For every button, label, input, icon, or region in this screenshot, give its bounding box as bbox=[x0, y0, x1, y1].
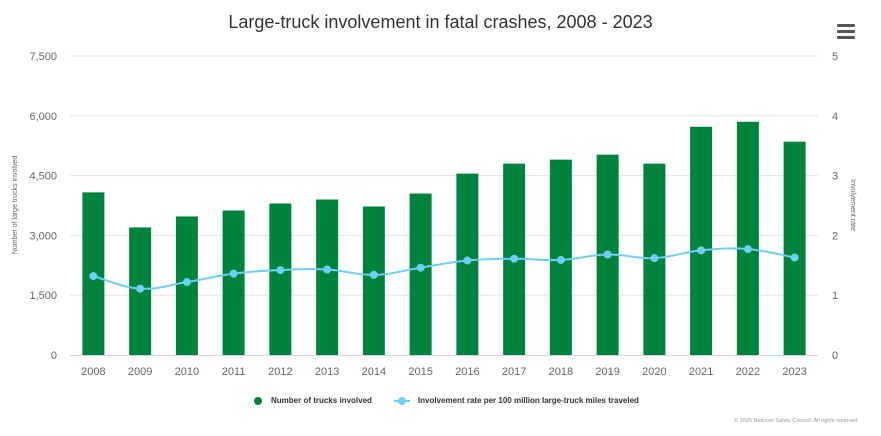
x-tick-label: 2011 bbox=[222, 366, 246, 378]
y2-tick-label: 0 bbox=[832, 350, 838, 362]
y2-tick-label: 4 bbox=[832, 111, 838, 123]
x-tick-label: 2013 bbox=[315, 366, 339, 378]
rate-point bbox=[603, 250, 612, 259]
x-tick-label: 2019 bbox=[595, 366, 619, 378]
y-tick-label: 7,500 bbox=[29, 51, 57, 63]
rate-point bbox=[463, 256, 472, 265]
x-tick-label: 2008 bbox=[81, 366, 105, 378]
y2-tick-label: 3 bbox=[832, 171, 838, 183]
rate-point bbox=[323, 265, 332, 274]
x-tick-label: 2016 bbox=[455, 366, 479, 378]
x-tick-label: 2012 bbox=[268, 366, 292, 378]
rate-point bbox=[182, 278, 191, 287]
rate-point bbox=[89, 272, 98, 281]
y-tick-label: 6,000 bbox=[29, 111, 57, 123]
rate-point bbox=[136, 284, 145, 293]
rate-point bbox=[697, 246, 706, 255]
x-tick-label: 2015 bbox=[408, 366, 432, 378]
legend-item-rate[interactable]: Involvement rate per 100 million large-t… bbox=[393, 396, 639, 405]
rate-line bbox=[93, 247, 795, 290]
x-tick-label: 2018 bbox=[549, 366, 573, 378]
bar bbox=[409, 193, 432, 355]
x-tick-label: 2014 bbox=[362, 366, 386, 378]
rate-point bbox=[743, 245, 752, 254]
bar bbox=[269, 203, 292, 355]
rate-point bbox=[556, 255, 565, 264]
y-tick-label: 0 bbox=[51, 350, 57, 362]
x-tick-label: 2022 bbox=[736, 366, 760, 378]
legend: Number of trucks involved Involvement ra… bbox=[254, 396, 661, 405]
x-tick-label: 2017 bbox=[502, 366, 526, 378]
line-marker-icon bbox=[393, 396, 410, 405]
y2-tick-label: 5 bbox=[832, 51, 838, 63]
x-tick-label: 2021 bbox=[689, 366, 713, 378]
chart-title: Large-truck involvement in fatal crashes… bbox=[228, 12, 653, 32]
legend-label: Number of trucks involved bbox=[271, 396, 372, 405]
rate-point bbox=[790, 253, 799, 262]
x-tick-label: 2020 bbox=[642, 366, 666, 378]
y-tick-label: 4,500 bbox=[29, 171, 57, 183]
hamburger-menu-icon[interactable] bbox=[837, 24, 855, 40]
rate-point bbox=[510, 254, 519, 263]
rate-point bbox=[416, 263, 425, 272]
x-tick-label: 2009 bbox=[128, 366, 152, 378]
credit: © 2025 National Safety Council. All righ… bbox=[734, 418, 859, 424]
bar bbox=[736, 121, 759, 355]
legend-item-trucks[interactable]: Number of trucks involved bbox=[254, 396, 372, 405]
y2-axis-label: Involvement rate bbox=[849, 179, 856, 231]
x-tick-label: 2023 bbox=[782, 366, 806, 378]
bar bbox=[222, 210, 245, 355]
x-tick-label: 2010 bbox=[175, 366, 199, 378]
rate-point bbox=[276, 266, 285, 275]
rate-point bbox=[650, 254, 659, 263]
bar bbox=[690, 126, 713, 355]
y2-tick-label: 2 bbox=[832, 230, 838, 242]
y-tick-label: 3,000 bbox=[29, 230, 57, 242]
y2-tick-label: 1 bbox=[832, 290, 838, 302]
y-axis-label: Number of large trucks involved bbox=[12, 156, 19, 255]
bar bbox=[362, 206, 385, 355]
bar bbox=[316, 199, 339, 355]
bar bbox=[783, 141, 806, 355]
rate-point bbox=[229, 269, 238, 278]
legend-label: Involvement rate per 100 million large-t… bbox=[417, 396, 639, 405]
rate-point bbox=[369, 270, 378, 279]
y-tick-label: 1,500 bbox=[29, 290, 57, 302]
green-dot-icon bbox=[254, 396, 262, 405]
